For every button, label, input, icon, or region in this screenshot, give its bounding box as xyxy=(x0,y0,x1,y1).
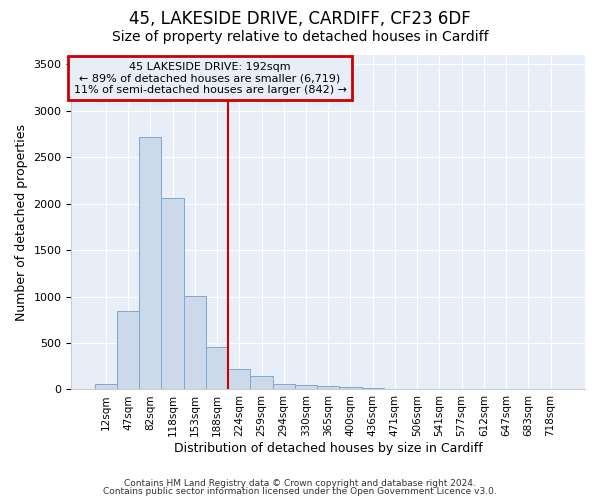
Bar xyxy=(139,137,161,390)
Bar xyxy=(184,296,206,390)
Bar xyxy=(161,198,184,390)
Bar xyxy=(317,386,340,390)
Text: 45, LAKESIDE DRIVE, CARDIFF, CF23 6DF: 45, LAKESIDE DRIVE, CARDIFF, CF23 6DF xyxy=(129,10,471,28)
Y-axis label: Number of detached properties: Number of detached properties xyxy=(15,124,28,320)
Bar xyxy=(272,384,295,390)
Bar xyxy=(362,388,384,390)
Bar xyxy=(250,376,272,390)
Bar xyxy=(295,385,317,390)
Text: Contains public sector information licensed under the Open Government Licence v3: Contains public sector information licen… xyxy=(103,487,497,496)
Text: Size of property relative to detached houses in Cardiff: Size of property relative to detached ho… xyxy=(112,30,488,44)
Bar xyxy=(95,384,117,390)
X-axis label: Distribution of detached houses by size in Cardiff: Distribution of detached houses by size … xyxy=(174,442,482,455)
Text: Contains HM Land Registry data © Crown copyright and database right 2024.: Contains HM Land Registry data © Crown c… xyxy=(124,478,476,488)
Bar xyxy=(228,370,250,390)
Bar xyxy=(117,312,139,390)
Bar xyxy=(340,387,362,390)
Bar xyxy=(206,346,228,390)
Text: 45 LAKESIDE DRIVE: 192sqm
← 89% of detached houses are smaller (6,719)
11% of se: 45 LAKESIDE DRIVE: 192sqm ← 89% of detac… xyxy=(74,62,347,95)
